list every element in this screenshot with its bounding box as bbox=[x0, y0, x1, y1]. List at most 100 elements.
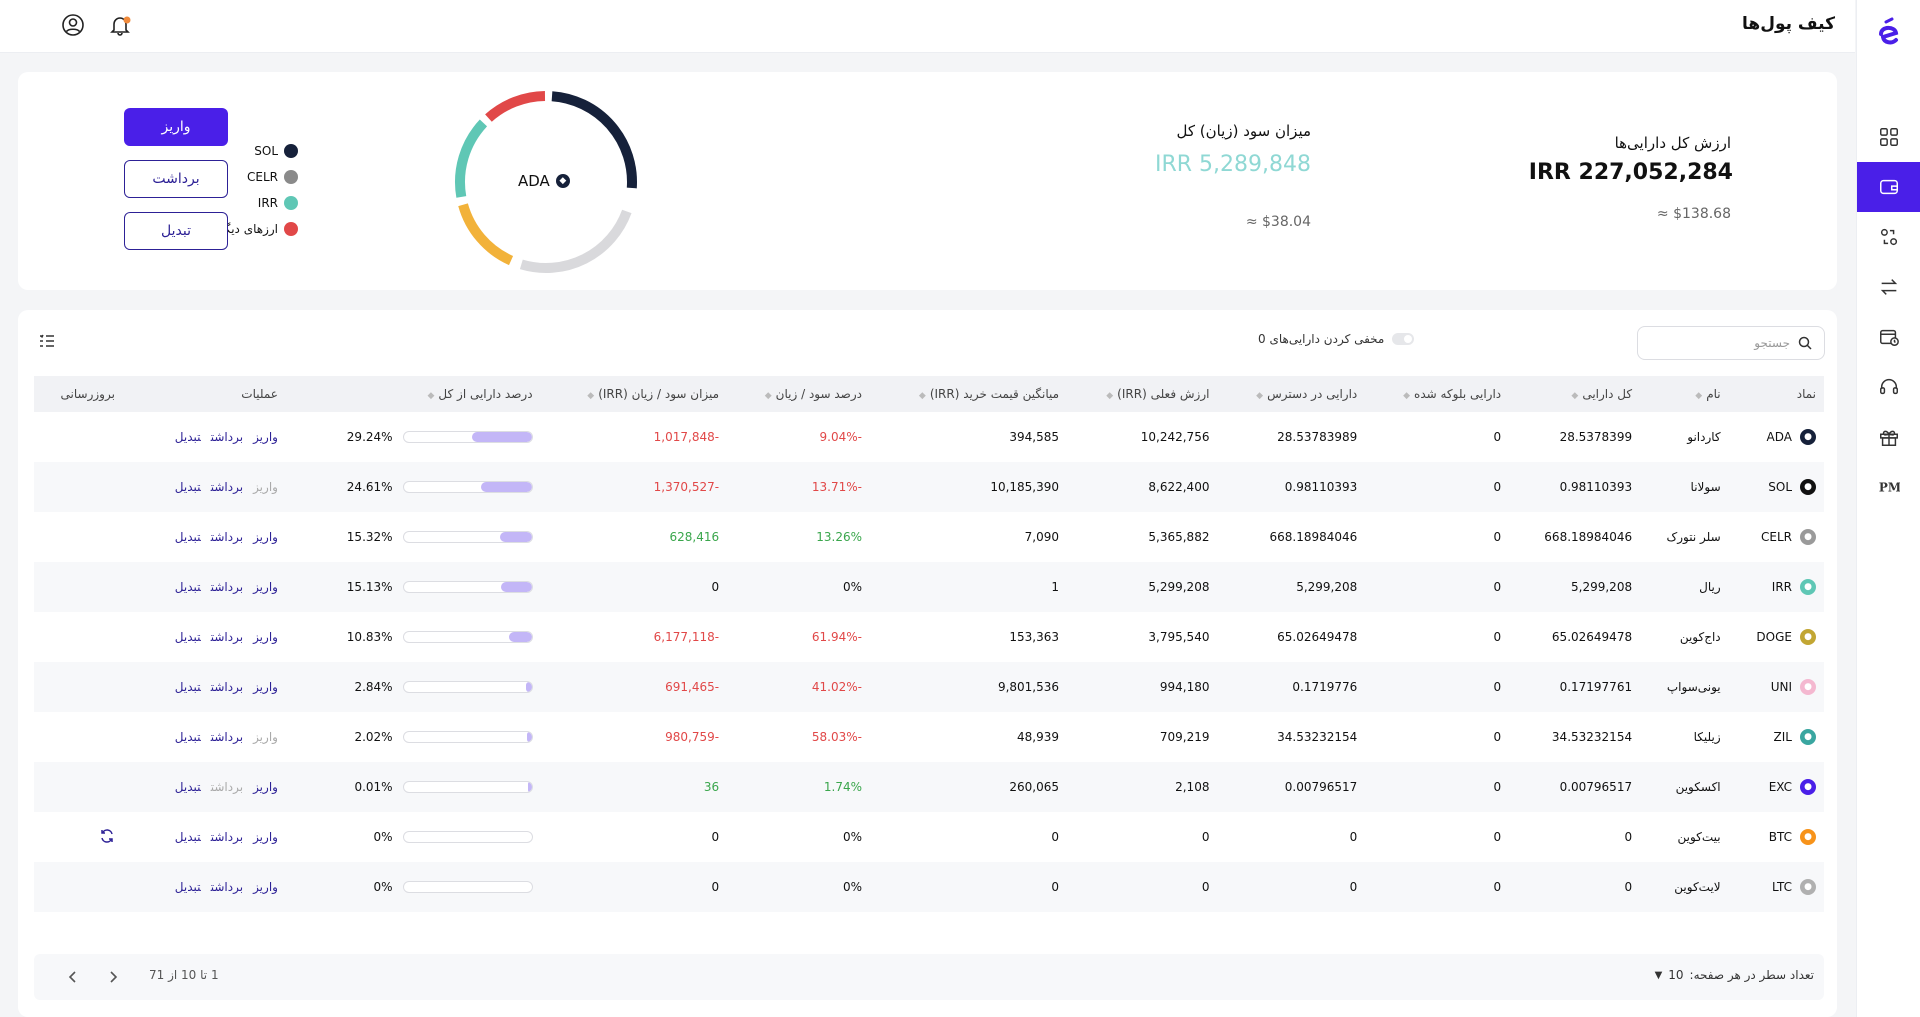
row-convert-link[interactable]: تبدیل bbox=[174, 830, 201, 844]
cell-total: 0.98110393 bbox=[1559, 480, 1633, 494]
cell-symbol: ● DOGE bbox=[1729, 612, 1824, 662]
cell-ops: واریز برداشت تبدیل bbox=[123, 512, 286, 562]
header-total[interactable]: کل دارایی◆ bbox=[1571, 387, 1633, 401]
cell-share: 15.32% bbox=[286, 512, 541, 562]
header-share[interactable]: درصد دارایی از کل◆ bbox=[427, 387, 533, 401]
row-convert-link[interactable]: تبدیل bbox=[174, 630, 201, 644]
row-deposit-link[interactable]: واریز bbox=[253, 680, 278, 694]
cell-share: 24.61% bbox=[286, 462, 541, 512]
row-withdraw-link[interactable]: برداشت bbox=[210, 880, 244, 894]
row-deposit-link[interactable]: واریز bbox=[253, 780, 278, 794]
row-convert-link[interactable]: تبدیل bbox=[174, 580, 201, 594]
rows-per-page[interactable]: تعداد سطر در هر صفحه: 10 ▼ bbox=[1655, 968, 1814, 982]
row-withdraw-link[interactable]: برداشت bbox=[210, 780, 244, 794]
cell-name: سلر نتورک bbox=[1666, 530, 1721, 544]
cell-symbol: ● LTC bbox=[1729, 862, 1824, 912]
nav-exchange[interactable] bbox=[1857, 212, 1920, 262]
cell-share: 15.13% bbox=[286, 562, 541, 612]
row-deposit-link[interactable]: واریز bbox=[253, 530, 278, 544]
share-bar bbox=[402, 781, 533, 793]
cell-ops: واریز برداشت تبدیل bbox=[123, 862, 286, 912]
header-name[interactable]: نام◆ bbox=[1695, 387, 1721, 401]
cell-blocked: 0 bbox=[1493, 530, 1502, 544]
cell-blocked: 0 bbox=[1493, 430, 1502, 444]
hide-zero-toggle[interactable]: مخفی کردن دارایی‌های 0 bbox=[1258, 332, 1415, 346]
nav-support[interactable] bbox=[1857, 362, 1920, 412]
row-convert-link[interactable]: تبدیل bbox=[174, 880, 201, 894]
user-icon[interactable] bbox=[60, 12, 86, 38]
ada-coin-icon: ◆ bbox=[555, 174, 570, 188]
row-deposit-link[interactable]: واریز bbox=[253, 730, 278, 744]
cell-share: 0% bbox=[286, 812, 541, 862]
row-deposit-link[interactable]: واریز bbox=[253, 880, 278, 894]
nav-gift[interactable] bbox=[1857, 412, 1920, 462]
row-deposit-link[interactable]: واریز bbox=[253, 480, 278, 494]
header-pl[interactable]: میزان سود / زیان (IRR)◆ bbox=[587, 387, 720, 401]
cell-pl: 0 bbox=[711, 580, 720, 594]
bell-icon[interactable] bbox=[107, 12, 133, 38]
cell-pl-pct: -9.04% bbox=[819, 430, 862, 444]
row-withdraw-link[interactable]: برداشت bbox=[210, 430, 244, 444]
cell-avg: 0 bbox=[1051, 830, 1060, 844]
nav-transfer[interactable] bbox=[1857, 262, 1920, 312]
cell-total: 65.02649478 bbox=[1551, 630, 1633, 644]
row-deposit-link[interactable]: واریز bbox=[253, 830, 278, 844]
row-withdraw-link[interactable]: برداشت bbox=[210, 730, 244, 744]
header-available[interactable]: دارایی در دسترس◆ bbox=[1256, 387, 1358, 401]
next-page-icon[interactable] bbox=[104, 968, 122, 986]
cell-total: 0.00796517 bbox=[1559, 780, 1633, 794]
row-withdraw-link[interactable]: برداشت bbox=[210, 530, 244, 544]
row-withdraw-link[interactable]: برداشت bbox=[210, 830, 244, 844]
cell-symbol: ● ZIL bbox=[1729, 712, 1824, 762]
row-convert-link[interactable]: تبدیل bbox=[174, 780, 201, 794]
row-deposit-link[interactable]: واریز bbox=[253, 580, 278, 594]
cell-name: کاردانو bbox=[1687, 430, 1721, 444]
withdraw-button[interactable]: برداشت bbox=[124, 160, 228, 198]
toggle-switch[interactable] bbox=[1392, 333, 1415, 345]
header-pl-pct[interactable]: درصد سود / زیان◆ bbox=[764, 387, 862, 401]
row-convert-link[interactable]: تبدیل bbox=[174, 730, 201, 744]
header-avg[interactable]: میانگین قیمت خرید (IRR)◆ bbox=[918, 387, 1060, 401]
row-convert-link[interactable]: تبدیل bbox=[174, 530, 201, 544]
cell-avg: 153,363 bbox=[1009, 630, 1060, 644]
search-input[interactable]: جستجو bbox=[1754, 336, 1790, 350]
cell-current: 0 bbox=[1201, 880, 1210, 894]
row-convert-link[interactable]: تبدیل bbox=[174, 680, 201, 694]
row-withdraw-link[interactable]: برداشت bbox=[210, 480, 244, 494]
cell-name: لایت‌کوین bbox=[1674, 880, 1721, 894]
convert-button[interactable]: تبدیل bbox=[124, 212, 228, 250]
assets-table-card: جستجو مخفی کردن دارایی‌های 0 نماد نام◆ ک… bbox=[18, 310, 1837, 1017]
search-box[interactable]: جستجو bbox=[1637, 326, 1825, 360]
cell-blocked: 0 bbox=[1493, 480, 1502, 494]
nav-dashboard[interactable] bbox=[1857, 112, 1920, 162]
row-convert-link[interactable]: تبدیل bbox=[174, 480, 201, 494]
nav-wallet[interactable] bbox=[1857, 162, 1920, 212]
row-convert-link[interactable]: تبدیل bbox=[174, 430, 201, 444]
row-withdraw-link[interactable]: برداشت bbox=[210, 580, 244, 594]
deposit-button[interactable]: واریز bbox=[124, 108, 228, 146]
rows-per-page-value[interactable]: 10 bbox=[1668, 968, 1684, 982]
filter-icon[interactable] bbox=[38, 332, 56, 350]
cell-symbol: ● ADA bbox=[1729, 412, 1824, 462]
table-row: ● CELR سلر نتورک 668.18984046 0 668.18984… bbox=[34, 512, 1824, 562]
total-assets-label: ارزش کل دارایی‌ها bbox=[1614, 134, 1731, 152]
cell-ops: واریز برداشت تبدیل bbox=[123, 762, 286, 812]
row-deposit-link[interactable]: واریز bbox=[253, 630, 278, 644]
row-withdraw-link[interactable]: برداشت bbox=[210, 630, 244, 644]
header-current[interactable]: ارزش فعلی (IRR)◆ bbox=[1106, 387, 1210, 401]
cell-name: یونی‌سواپ bbox=[1666, 680, 1721, 694]
cell-avg: 1 bbox=[1051, 580, 1060, 594]
coin-icon: ● bbox=[1800, 579, 1816, 595]
row-deposit-link[interactable]: واریز bbox=[253, 430, 278, 444]
nav-orders[interactable] bbox=[1857, 312, 1920, 362]
refresh-icon[interactable] bbox=[99, 828, 115, 844]
prev-page-icon[interactable] bbox=[64, 968, 82, 986]
legend-item: ارزهای دیگر bbox=[218, 222, 298, 236]
cell-refresh bbox=[34, 562, 123, 612]
header-blocked[interactable]: دارایی بلوکه شده◆ bbox=[1403, 387, 1502, 401]
brand-logo-icon[interactable] bbox=[1875, 16, 1903, 50]
cell-total: 34.53232154 bbox=[1551, 730, 1633, 744]
cell-symbol: ● EXC bbox=[1729, 762, 1824, 812]
row-withdraw-link[interactable]: برداشت bbox=[210, 680, 244, 694]
nav-pm[interactable]: PM bbox=[1857, 462, 1920, 512]
